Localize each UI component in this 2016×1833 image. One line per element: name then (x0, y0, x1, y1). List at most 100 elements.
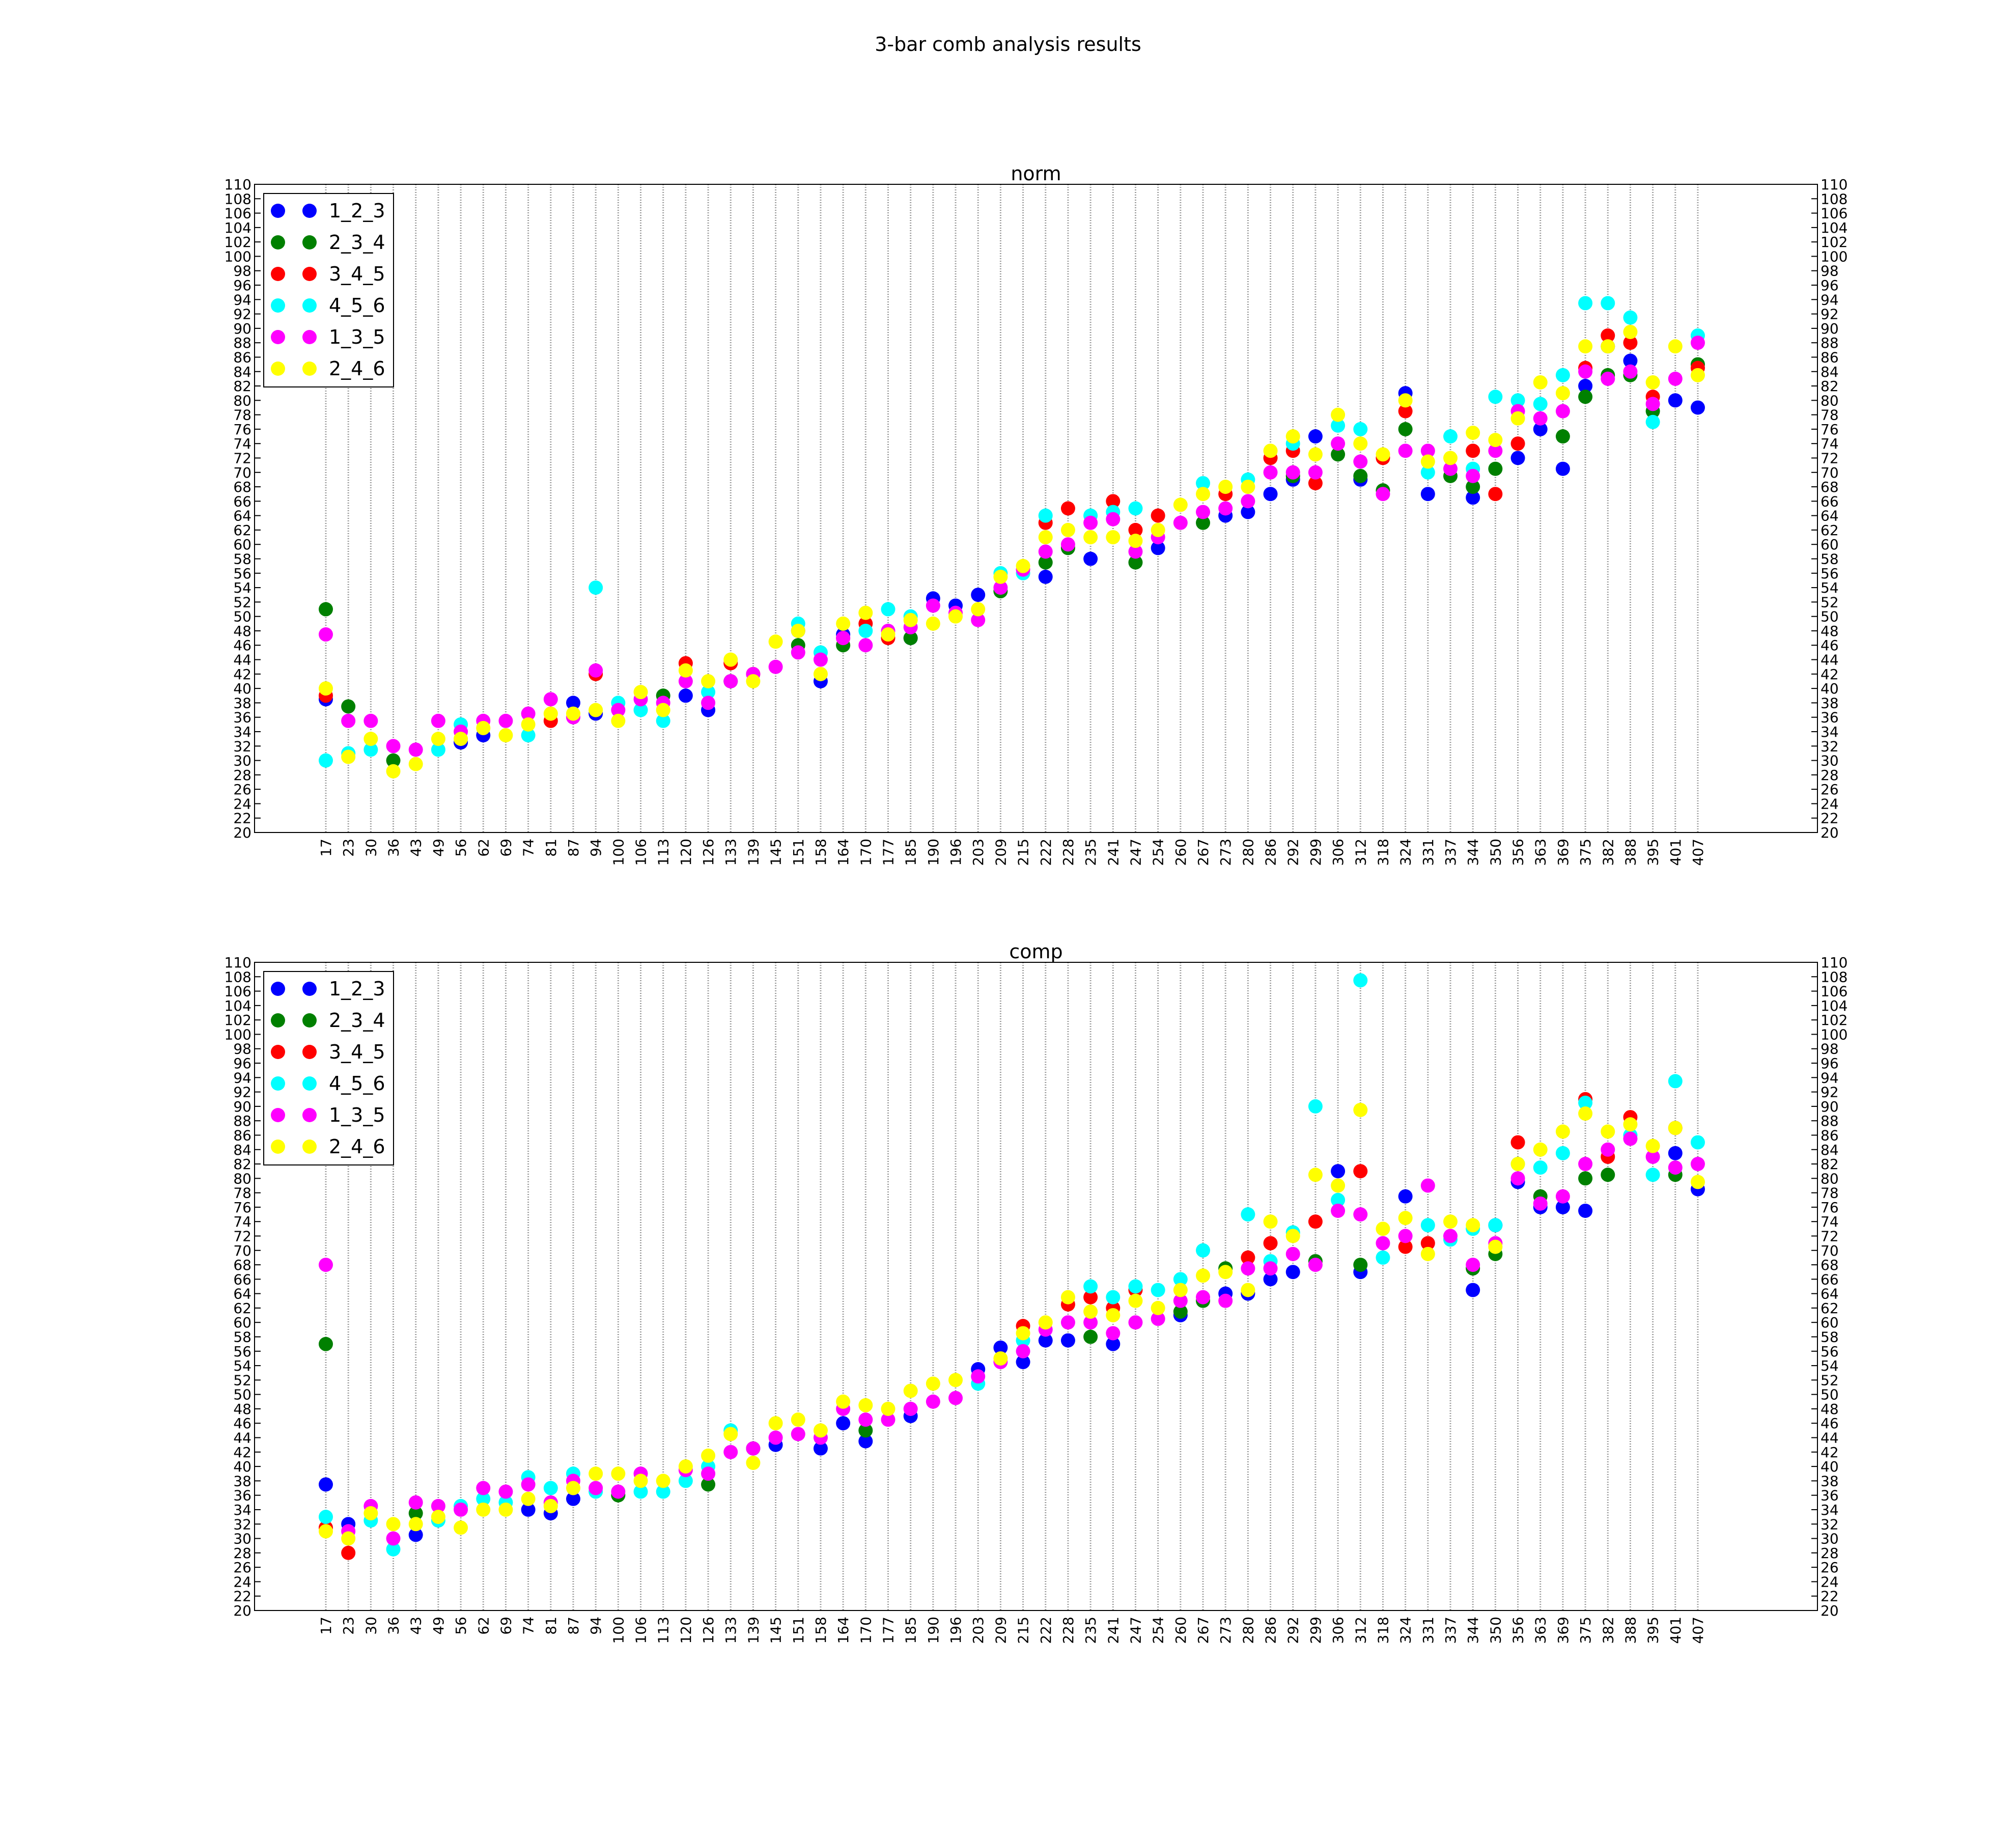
norm-point-2-4-6-228 (1060, 522, 1075, 537)
norm-legend-marker-2-3-4-a (271, 235, 285, 249)
norm-point-4-5-6-170 (858, 623, 873, 638)
norm-xtick-126: 126 (700, 839, 717, 866)
norm-ytick-right-72: 72 (1821, 450, 1839, 466)
comp-legend-marker-4-5-6-b (302, 1076, 317, 1091)
norm-legend-marker-4-5-6-a (271, 298, 285, 313)
comp-point-2-4-6-235 (1083, 1304, 1098, 1319)
comp-point-2-4-6-306 (1331, 1178, 1346, 1193)
comp-point-1-3-5-306 (1331, 1203, 1346, 1218)
comp-xtick-286: 286 (1263, 1617, 1279, 1644)
norm-point-3-4-5-299 (1308, 476, 1323, 490)
norm-point-1-3-5-337 (1443, 461, 1458, 476)
comp-ytick-left-110: 110 (225, 954, 251, 971)
norm-point-1-2-3-401 (1668, 393, 1683, 408)
norm-legend: 1_2_3 2_3_4 3_4_5 4_5_6 1_3_5 2_4_6 (263, 193, 394, 387)
norm-point-2-4-6-260 (1173, 497, 1188, 512)
norm-point-2-3-4-247 (1128, 555, 1143, 570)
comp-xtick-43: 43 (408, 1617, 425, 1635)
comp-point-2-3-4-43 (408, 1506, 423, 1521)
norm-legend-marker-1-2-3-b (302, 204, 317, 218)
comp-point-1-3-5-318 (1376, 1236, 1390, 1251)
comp-point-1-2-3-17 (319, 1477, 333, 1492)
comp-point-2-4-6-312 (1353, 1102, 1368, 1117)
comp-point-2-4-6-247 (1128, 1293, 1143, 1308)
norm-xtick-209: 209 (992, 839, 1009, 866)
norm-point-4-5-6-17 (319, 753, 333, 768)
norm-ytick-right-36: 36 (1821, 709, 1839, 726)
comp-point-3-4-5-235 (1083, 1290, 1098, 1304)
norm-point-1-3-5-30 (363, 713, 378, 728)
norm-point-2-4-6-388 (1623, 324, 1638, 339)
norm-ytick-left-104: 104 (225, 219, 251, 236)
comp-ytick-left-68: 68 (233, 1257, 251, 1273)
comp-xtick-190: 190 (925, 1617, 942, 1644)
comp-xtick-126: 126 (700, 1617, 717, 1644)
comp-legend-marker-2-3-4-a (271, 1013, 285, 1027)
norm-ytick-left-26: 26 (233, 781, 251, 798)
norm-axes-frame (254, 184, 1818, 833)
comp-ytick-left-58: 58 (233, 1329, 251, 1346)
norm-point-4-5-6-350 (1488, 390, 1503, 404)
norm-ytick-right-66: 66 (1821, 493, 1839, 510)
comp-xtick-17: 17 (318, 1617, 334, 1635)
norm-point-2-3-4-350 (1488, 461, 1503, 476)
comp-ytick-left-60: 60 (233, 1314, 251, 1331)
norm-legend-label-3-4-5: 3_4_5 (329, 263, 385, 285)
norm-point-2-4-6-363 (1533, 375, 1548, 390)
norm-point-4-5-6-30 (363, 742, 378, 757)
comp-point-2-3-4-126 (701, 1477, 716, 1492)
comp-point-2-4-6-94 (589, 1466, 603, 1481)
comp-ytick-left-96: 96 (233, 1055, 251, 1072)
norm-xtick-113: 113 (655, 839, 672, 866)
norm-xtick-306: 306 (1330, 839, 1347, 866)
comp-xtick-113: 113 (655, 1617, 672, 1644)
norm-xtick-331: 331 (1420, 839, 1437, 866)
norm-ytick-right-64: 64 (1821, 508, 1839, 524)
comp-xtick-235: 235 (1082, 1617, 1099, 1644)
comp-point-1-3-5-235 (1083, 1315, 1098, 1330)
comp-ytick-right-58: 58 (1821, 1329, 1839, 1346)
norm-point-1-2-3-363 (1533, 422, 1548, 436)
comp-xtick-324: 324 (1397, 1617, 1414, 1644)
comp-xtick-350: 350 (1487, 1617, 1504, 1644)
comp-point-4-5-6-106 (633, 1484, 648, 1499)
comp-xtick-273: 273 (1217, 1617, 1234, 1644)
norm-point-1-3-5-74 (521, 706, 536, 721)
comp-ytick-right-98: 98 (1821, 1041, 1839, 1058)
norm-point-1-3-5-126 (701, 696, 716, 710)
norm-ytick-right-98: 98 (1821, 263, 1839, 280)
comp-xtick-292: 292 (1285, 1617, 1302, 1644)
norm-ytick-right-76: 76 (1821, 421, 1839, 438)
comp-xtick-299: 299 (1307, 1617, 1324, 1644)
comp-point-1-2-3-228 (1060, 1333, 1075, 1348)
norm-point-2-4-6-30 (363, 732, 378, 746)
comp-point-1-2-3-74 (521, 1502, 536, 1517)
norm-point-4-5-6-177 (881, 602, 895, 617)
comp-point-2-4-6-139 (746, 1456, 761, 1470)
norm-point-2-4-6-185 (903, 613, 918, 627)
comp-point-1-3-5-286 (1263, 1261, 1278, 1276)
norm-point-1-2-3-254 (1151, 541, 1165, 556)
norm-point-4-5-6-74 (521, 728, 536, 743)
norm-ytick-left-76: 76 (233, 421, 251, 438)
comp-legend-marker-4-5-6-a (271, 1076, 285, 1091)
norm-point-2-4-6-286 (1263, 443, 1278, 458)
comp-xtick-87: 87 (565, 1617, 582, 1635)
comp-ytick-right-62: 62 (1821, 1300, 1839, 1317)
comp-point-4-5-6-401 (1668, 1074, 1683, 1089)
comp-point-4-5-6-363 (1533, 1160, 1548, 1175)
norm-ytick-left-58: 58 (233, 551, 251, 568)
comp-point-4-5-6-369 (1555, 1146, 1570, 1160)
norm-point-2-4-6-292 (1285, 429, 1300, 444)
norm-point-1-3-5-17 (319, 627, 333, 642)
comp-ytick-right-60: 60 (1821, 1314, 1839, 1331)
norm-point-2-4-6-158 (813, 666, 828, 681)
norm-xtick-273: 273 (1217, 839, 1234, 866)
norm-ytick-left-44: 44 (233, 652, 251, 669)
comp-point-1-2-3-324 (1398, 1189, 1413, 1204)
norm-point-3-4-5-382 (1601, 328, 1615, 343)
comp-point-1-3-5-177 (881, 1412, 895, 1427)
comp-point-2-4-6-280 (1241, 1283, 1255, 1297)
comp-ytick-right-68: 68 (1821, 1257, 1839, 1273)
comp-point-3-4-5-280 (1241, 1250, 1255, 1265)
